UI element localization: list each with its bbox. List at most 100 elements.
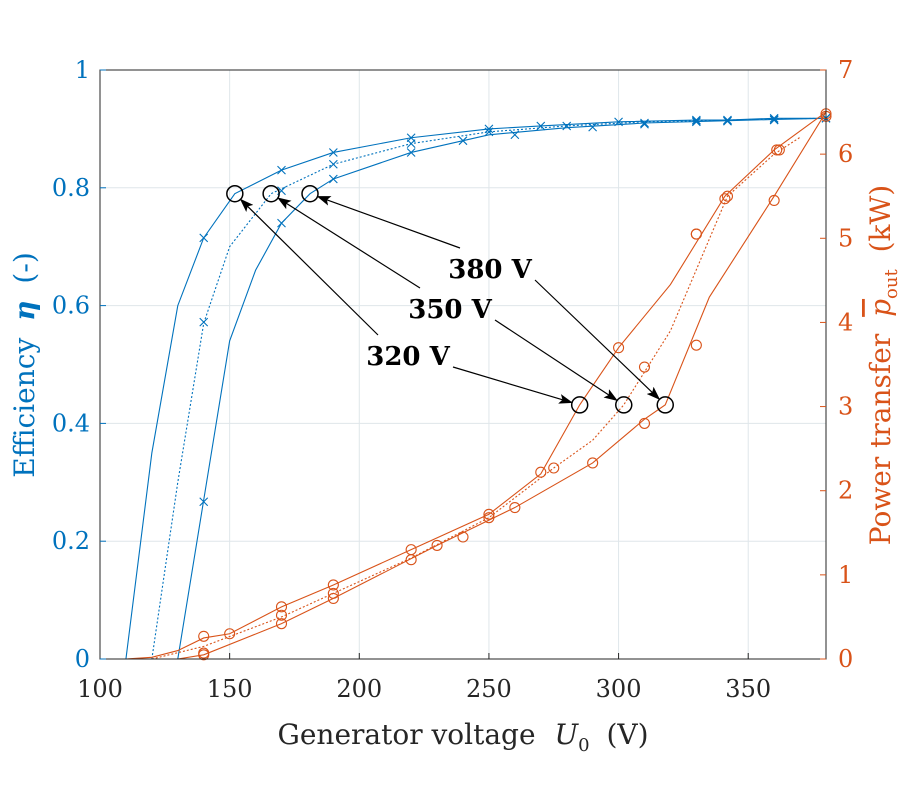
y-right-tick-label: 1 [838, 561, 853, 589]
power-point [198, 630, 210, 642]
arrow-to-efficiency [277, 197, 421, 289]
series [125, 108, 832, 661]
power-point [275, 609, 288, 621]
efficiency-point [328, 174, 338, 184]
y-right-tick-label: 5 [838, 224, 853, 252]
efficiency-point [769, 113, 779, 123]
arrow-to-power [534, 279, 661, 401]
operating-point-label: 320 V [366, 342, 450, 372]
efficiency-point [277, 218, 286, 228]
grid [100, 70, 826, 659]
y-left-axis-title-unit: (-) [8, 252, 41, 283]
y-right-tick-label: 7 [838, 56, 853, 84]
y-left-axis-ticks: 0 0.2 0.4 0.6 0.8 1 [52, 56, 106, 673]
x-tick-label: 150 [207, 675, 253, 703]
arrow-to-efficiency [316, 196, 461, 249]
power-point [198, 649, 210, 661]
operating-point-label: 380 V [448, 255, 532, 285]
y-left-tick-label: 0 [75, 645, 90, 673]
efficiency-operating-point [262, 184, 280, 203]
power-point [457, 531, 469, 543]
operating-point-label: 350 V [408, 295, 492, 325]
power-line-1 [151, 136, 801, 660]
y-right-tick-label: 0 [838, 645, 853, 673]
x-axis-title: Generator voltage U0 (V) [277, 718, 648, 758]
y-left-tick-label: 1 [75, 56, 90, 84]
efficiency-point [769, 115, 779, 125]
y-left-axis-title: Efficiency η (-) [8, 252, 41, 478]
efficiency-operating-point [301, 184, 319, 203]
y-right-tick-label: 2 [838, 477, 853, 505]
power-point [275, 618, 288, 630]
power-point [773, 144, 785, 156]
y-right-tick-label: 3 [838, 393, 853, 421]
arrow-to-power [452, 366, 573, 404]
y-right-axis-title: Power transfer pout (kW) [864, 185, 900, 545]
power-point [638, 361, 651, 373]
y-left-tick-label: 0.8 [52, 174, 90, 202]
x-tick-label: 300 [596, 675, 642, 703]
y-left-tick-label: 0.2 [52, 527, 90, 555]
y-right-tick-label: 4 [838, 308, 853, 336]
efficiency-point [484, 124, 494, 134]
annotations: 320 V 350 V 380 V [226, 184, 674, 414]
efficiency-point [562, 121, 572, 131]
power-operating-point [656, 396, 674, 414]
x-axis-title-symbol: U [554, 718, 579, 751]
efficiency-point [640, 119, 649, 129]
power-point [719, 193, 731, 205]
efficiency-point [199, 317, 209, 327]
power-point [275, 601, 288, 613]
arrow-to-power [494, 319, 618, 402]
y-right-axis-title-subscript: out [881, 269, 900, 299]
power-point [587, 457, 599, 469]
x-axis-title-text: Generator voltage [277, 718, 535, 751]
efficiency-point [328, 148, 338, 157]
y-right-axis-title-symbol: p [864, 299, 897, 317]
x-axis-title-unit: (V) [606, 718, 648, 751]
efficiency-point [691, 117, 701, 127]
y-left-axis-title-symbol: η [8, 300, 41, 320]
y-right-axis-ticks: 0 1 2 3 4 5 6 7 [820, 56, 853, 673]
power-point [638, 417, 651, 429]
efficiency-point [406, 139, 416, 149]
efficiency-point [588, 122, 598, 132]
y-left-axis-title-text: Efficiency [8, 338, 41, 478]
x-tick-label: 100 [77, 675, 123, 703]
efficiency-point [199, 497, 209, 507]
efficiency-point [199, 233, 209, 243]
y-right-axis-title-unit: (kW) [864, 185, 897, 253]
y-right-axis-title-text: Power transfer [864, 333, 897, 545]
y-left-tick-label: 0.6 [52, 292, 90, 320]
y-right-tick-label: 6 [838, 140, 853, 168]
power-point [509, 501, 521, 514]
efficiency-operating-point [226, 184, 244, 203]
plot-frame [99, 69, 827, 660]
power-point [535, 466, 547, 478]
power-point [224, 628, 236, 640]
power-operating-point [615, 396, 633, 414]
power-operating-point [570, 396, 589, 414]
power-point [327, 592, 339, 604]
efficiency-point [691, 115, 701, 125]
power-line-2 [177, 111, 827, 660]
y-left-tick-label: 0.4 [52, 409, 90, 437]
efficiency-line-0 [125, 117, 826, 660]
efficiency-line-2 [177, 117, 827, 660]
efficiency-point [723, 116, 732, 126]
efficiency-point [406, 148, 416, 157]
arrow-to-efficiency [239, 198, 379, 336]
x-tick-label: 250 [466, 675, 512, 703]
x-axis-title-subscript: 0 [578, 735, 589, 756]
x-tick-label: 350 [725, 675, 771, 703]
power-point [771, 144, 783, 156]
x-axis-ticks: 100 150 200 250 300 350 [77, 653, 771, 703]
power-point [405, 554, 417, 566]
power-point [690, 228, 702, 240]
power-point [721, 190, 734, 202]
power-point [327, 579, 339, 591]
x-tick-label: 200 [336, 675, 382, 703]
power-point [431, 539, 443, 551]
efficiency-point [510, 130, 520, 140]
